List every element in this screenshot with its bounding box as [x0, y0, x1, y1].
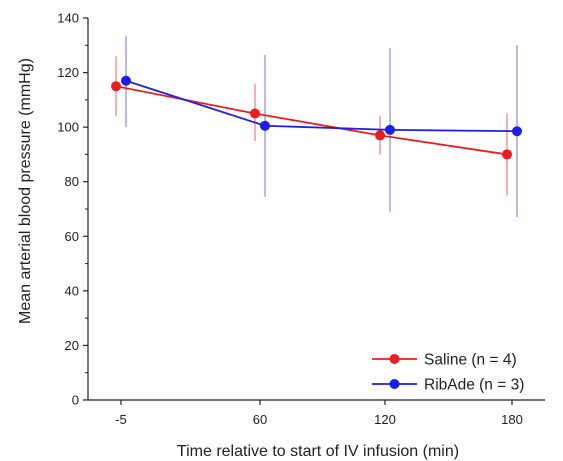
data-point	[385, 124, 395, 135]
axes	[87, 18, 545, 401]
y-tick-label: 60	[65, 229, 79, 244]
y-tick-label: 20	[65, 338, 79, 353]
x-tick-label: -5	[115, 412, 127, 427]
data-point	[260, 120, 270, 131]
x-axis-label: Time relative to start of IV infusion (m…	[177, 443, 459, 460]
data-point	[375, 130, 385, 141]
series-1-line	[111, 81, 512, 160]
y-axis-ticks: 0 20 40 60 80 100 120 140	[57, 11, 88, 408]
y-tick-label: 100	[57, 120, 79, 135]
plot-area	[111, 35, 522, 218]
data-point	[250, 108, 260, 119]
series-1	[115, 56, 508, 196]
y-tick-label: 140	[57, 11, 79, 26]
legend-swatch-marker	[389, 379, 400, 389]
data-point	[121, 75, 131, 86]
legend-label: Saline (n = 4)	[424, 352, 517, 369]
y-tick-label: 40	[65, 283, 79, 298]
legend: Saline (n = 4) RibAde (n = 3)	[372, 352, 524, 394]
series-2-line	[121, 75, 522, 137]
x-axis-ticks: -5 60 120 180	[115, 400, 523, 427]
y-tick-label: 80	[65, 174, 79, 189]
data-point	[512, 126, 522, 137]
y-tick-label: 120	[57, 65, 79, 80]
data-point	[111, 81, 121, 92]
series-line	[125, 79, 518, 133]
x-tick-label: 60	[253, 412, 267, 427]
series-2	[125, 35, 518, 218]
y-axis-label: Mean arterial blood pressure (mmHg)	[17, 58, 34, 324]
x-tick-label: 120	[374, 412, 396, 427]
x-tick-label: 180	[501, 412, 523, 427]
legend-swatch-marker	[389, 354, 400, 364]
legend-label: RibAde (n = 3)	[424, 377, 524, 394]
data-point	[502, 149, 512, 160]
legend-item: RibAde (n = 3)	[372, 377, 524, 394]
y-tick-label: 0	[72, 393, 79, 408]
legend-item: Saline (n = 4)	[372, 352, 517, 369]
